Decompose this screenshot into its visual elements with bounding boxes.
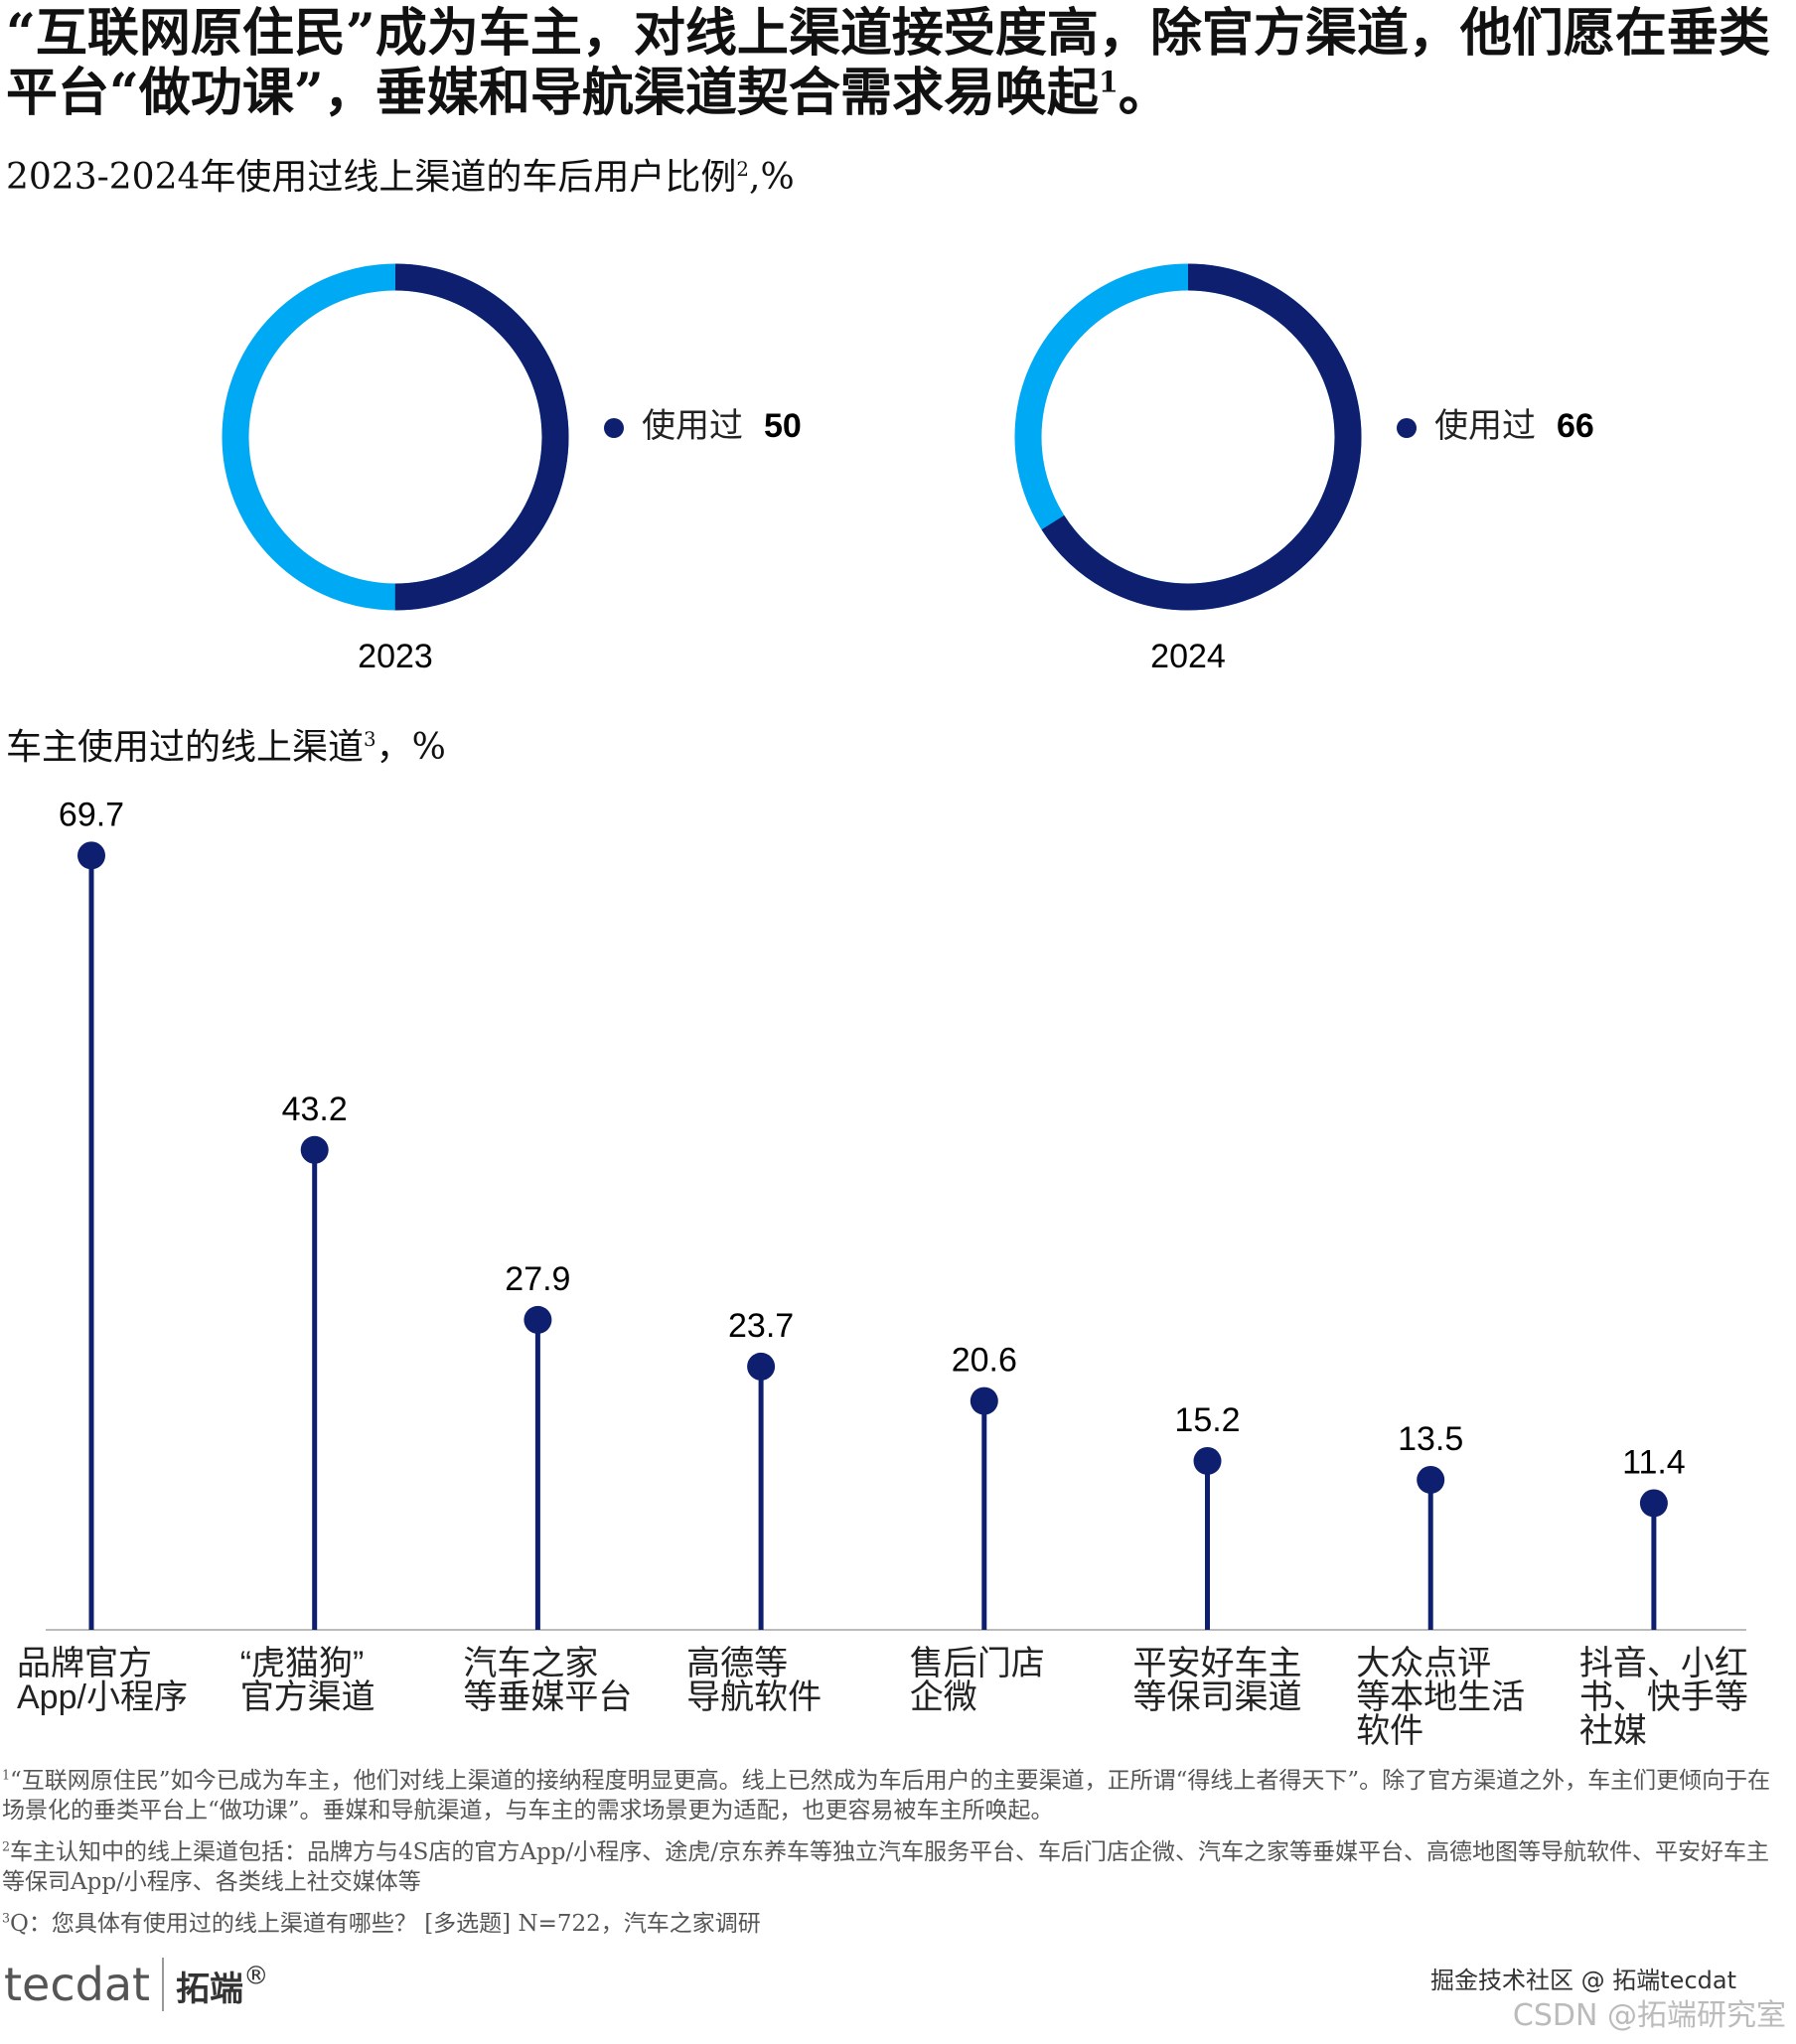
headline-end: 。	[1118, 63, 1170, 123]
x-tick-label: 平安好车主	[1133, 1645, 1302, 1682]
title-unit: ,%	[749, 157, 795, 198]
footnote-text: Q：您具体有使用过的线上渠道有哪些？ [多选题] N=722，汽车之家调研	[10, 1911, 761, 1937]
dot	[300, 1135, 329, 1164]
x-tick-label: 大众点评	[1356, 1645, 1491, 1682]
x-tick-label: 等垂媒平台	[463, 1679, 632, 1716]
dot	[1639, 1489, 1668, 1518]
category-label: 2024	[1150, 638, 1226, 675]
title-text: 车主使用过的线上渠道	[6, 727, 365, 768]
donut-segment	[222, 263, 569, 611]
headline-note: 1	[1098, 65, 1119, 99]
logo-brand: tecdat	[4, 1958, 151, 2011]
dot	[1193, 1446, 1222, 1475]
value-label: 69.7	[59, 796, 124, 833]
x-tick-label: 等本地生活	[1356, 1679, 1525, 1716]
legend-label: 使用过	[642, 407, 743, 445]
title-unit: ，%	[375, 727, 446, 768]
value-label: 11.4	[1622, 1443, 1686, 1481]
dot	[970, 1387, 998, 1415]
dot	[524, 1305, 552, 1334]
headline: “互联网原住民”成为车主，对线上渠道接受度高，除官方渠道，他们愿在垂类平台“做功…	[6, 4, 1794, 123]
donut-segment	[1014, 263, 1362, 611]
x-tick-label: 品牌官方	[17, 1645, 152, 1682]
x-tick-label: 导航软件	[686, 1679, 822, 1716]
lollipop-title: 车主使用过的线上渠道3，%	[6, 726, 446, 770]
footnote-note: 1	[2, 1767, 11, 1783]
x-tick-label: App/小程序	[17, 1679, 188, 1716]
legend-dot	[1397, 418, 1417, 438]
footnote: 1“互联网原住民”如今已成为车主，他们对线上渠道的接纳程度明显更高。线上已然成为…	[2, 1766, 1790, 1825]
value-label: 23.7	[728, 1307, 794, 1345]
logo: tecdat 拓端®	[4, 1957, 268, 2017]
footnote: 2车主认知中的线上渠道包括：品牌方与4S店的官方App/小程序、途虎/京东养车等…	[2, 1837, 1790, 1897]
category-label: 2023	[358, 638, 433, 675]
x-tick-label: 官方渠道	[240, 1679, 375, 1716]
x-tick-label: 社媒	[1579, 1712, 1647, 1750]
title-text: 2023-2024年使用过线上渠道的车后用户比例	[6, 157, 737, 198]
value-label: 13.5	[1398, 1420, 1463, 1458]
donut-title: 2023-2024年使用过线上渠道的车后用户比例2,%	[6, 156, 795, 200]
x-tick-label: 企微	[910, 1679, 977, 1716]
value-label: 15.2	[1174, 1401, 1240, 1439]
x-tick-label: 抖音、小红	[1579, 1645, 1748, 1682]
x-tick-label: 等保司渠道	[1133, 1679, 1302, 1716]
value-label: 20.6	[952, 1342, 1017, 1380]
x-tick-label: 软件	[1356, 1712, 1423, 1750]
dot	[747, 1352, 776, 1381]
headline-text: “互联网原住民”成为车主，对线上渠道接受度高，除官方渠道，他们愿在垂类平台“做功…	[6, 3, 1770, 123]
footnote-note: 2	[2, 1838, 11, 1854]
x-tick-label: 高德等	[686, 1645, 788, 1682]
footnote: 3Q：您具体有使用过的线上渠道有哪些？ [多选题] N=722，汽车之家调研	[2, 1909, 1790, 1939]
legend-dot	[604, 418, 624, 438]
legend-label: 使用过	[1434, 407, 1536, 445]
logo-mark: ®	[243, 1961, 269, 1990]
x-tick-label: 书、快手等	[1579, 1679, 1748, 1716]
x-tick-label: 汽车之家	[463, 1645, 598, 1682]
x-tick-label: “虎猫狗”	[240, 1645, 365, 1682]
dot	[77, 841, 105, 870]
watermark: CSDN @拓端研究室	[1512, 1998, 1786, 2033]
value-label: 66	[1557, 407, 1594, 445]
value-label: 50	[764, 407, 802, 445]
footnote-text: “互联网原住民”如今已成为车主，他们对线上渠道的接纳程度明显更高。线上已然成为车…	[2, 1768, 1771, 1824]
title-note: 2	[736, 158, 749, 181]
value-label: 43.2	[282, 1091, 348, 1128]
watermark: 掘金技术社区 @ 拓端tecdat	[1430, 1967, 1736, 1994]
footnote-note: 3	[2, 1910, 11, 1926]
value-label: 27.9	[505, 1260, 570, 1298]
footnote-text: 车主认知中的线上渠道包括：品牌方与4S店的官方App/小程序、途虎/京东养车等独…	[2, 1839, 1769, 1895]
dot	[1417, 1465, 1445, 1494]
x-tick-label: 售后门店	[910, 1645, 1045, 1682]
logo-name: 拓端	[176, 1970, 244, 2009]
title-note: 3	[364, 728, 376, 751]
